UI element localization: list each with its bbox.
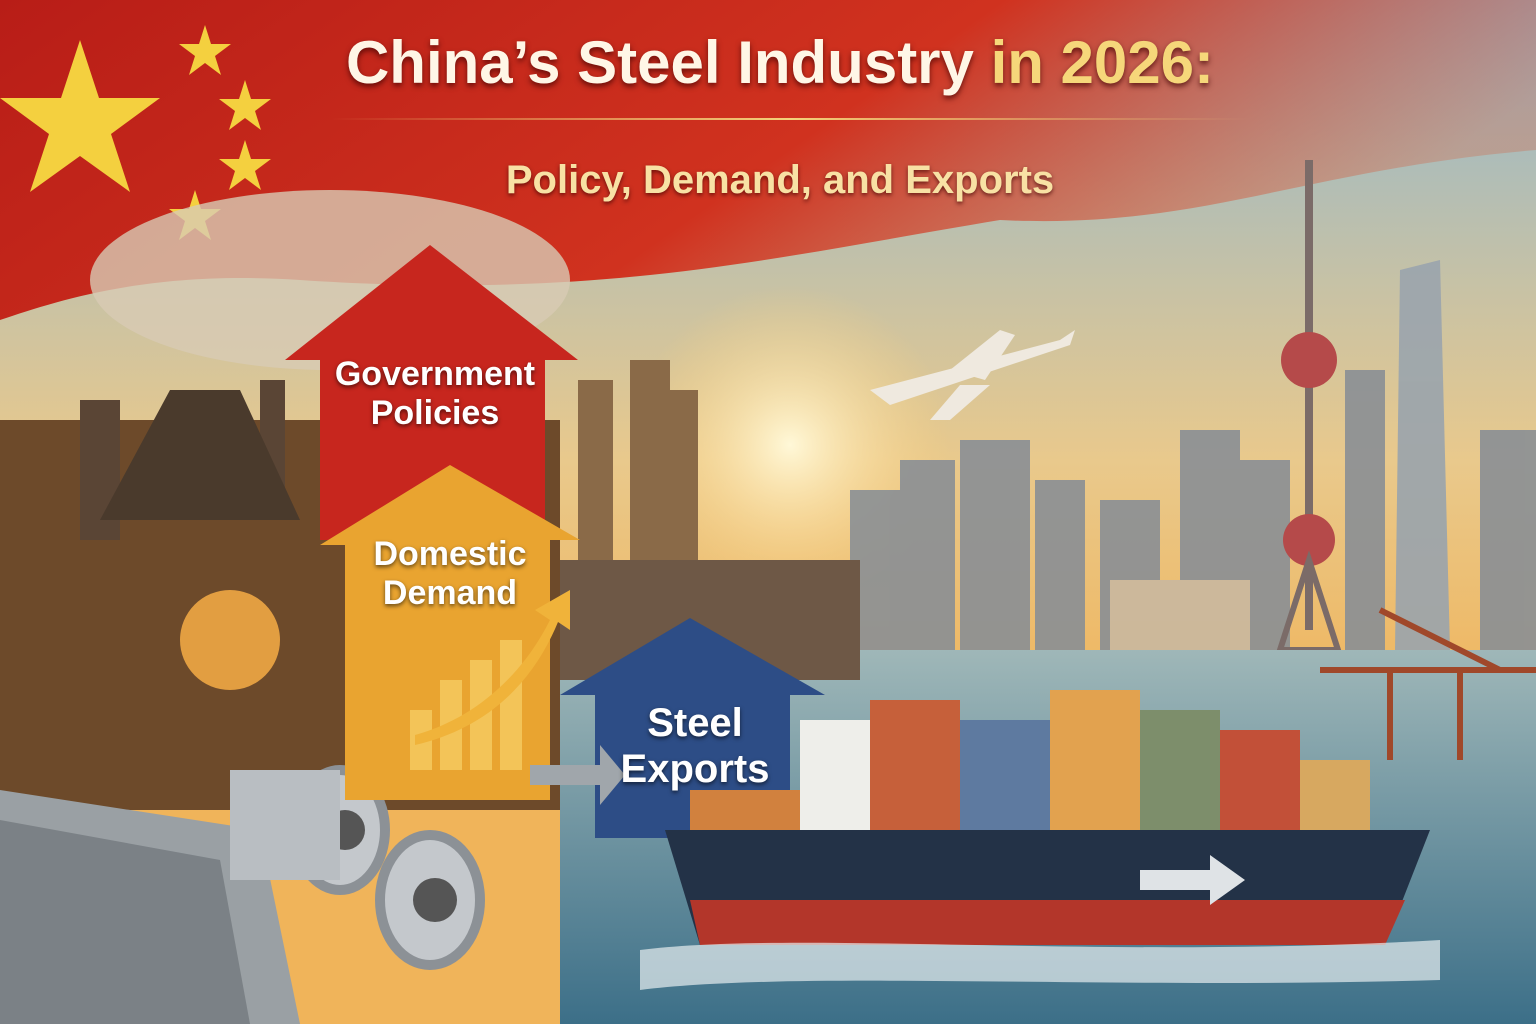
- government-policies-label: Government Policies: [334, 355, 536, 433]
- city-skyline: [850, 260, 1536, 650]
- steel-beams: [0, 790, 300, 1024]
- title-main: China’s Steel Industry: [345, 29, 974, 96]
- domestic-demand-label: Domestic Demand: [373, 535, 527, 613]
- government-policies-arrow: [285, 245, 578, 540]
- ship-wake: [640, 940, 1440, 990]
- steel-exports-label: Steel Exports: [620, 701, 770, 791]
- title-year: in 2026:: [990, 29, 1215, 96]
- growth-bar-chart-icon: [410, 590, 570, 770]
- page-subtitle: Policy, Demand, and Exports: [505, 158, 1055, 202]
- export-flow-arrow-icon: [530, 745, 625, 805]
- steel-coils: [230, 765, 485, 970]
- port-crane: [1320, 607, 1536, 760]
- page-title: China’s Steel Industry in 2026:: [250, 28, 1310, 97]
- airplane: [870, 330, 1075, 420]
- oriental-pearl-tower: [1275, 160, 1343, 653]
- steel-exports-arrow: [560, 618, 825, 838]
- title-divider: [330, 118, 1250, 120]
- container-ship: [665, 690, 1430, 945]
